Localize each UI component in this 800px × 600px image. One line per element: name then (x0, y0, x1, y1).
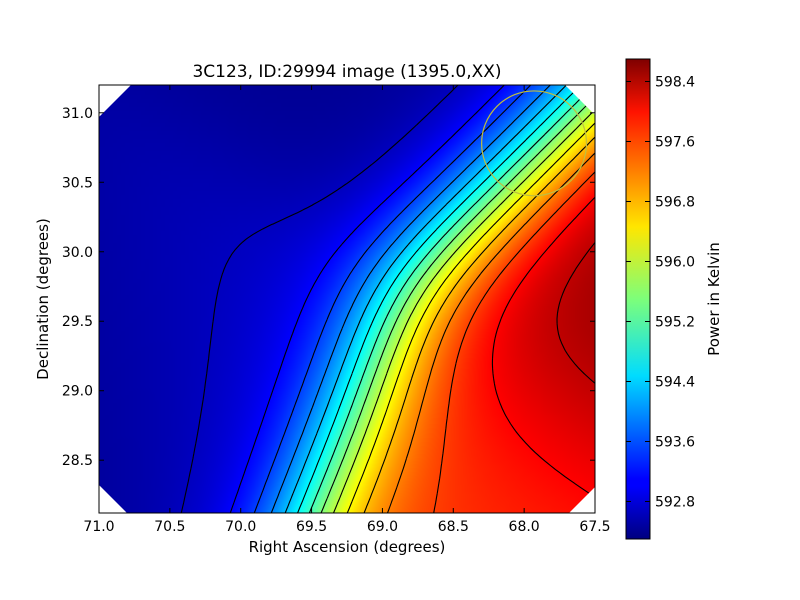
colorbar-tick-label: 597.6 (655, 135, 695, 151)
contour-lines (180, 85, 595, 513)
x-tick-label: 68.0 (509, 519, 540, 535)
colorbar-tick-label: 594.4 (655, 375, 695, 391)
colorbar-ticks: 592.8 593.6 594.4 595.2 596.0 596.8 597.6 598.4 (626, 75, 695, 511)
x-tick-label: 69.5 (296, 519, 327, 535)
colorbar-tick-label: 596.8 (655, 195, 695, 211)
colorbar (625, 58, 651, 540)
y-axis-label: Declination (degrees) (34, 218, 52, 380)
y-tick-label: 29.5 (62, 314, 93, 330)
plot-corner-mask (99, 485, 127, 513)
y-tick-label: 28.5 (62, 453, 93, 469)
x-tick-label: 70.0 (225, 519, 256, 535)
x-axis: 71.0 70.5 70.0 69.5 69.0 68.5 68.0 67.5 (83, 85, 611, 535)
colorbar-tick-label: 598.4 (655, 75, 695, 91)
colorbar-tick-label: 595.2 (655, 315, 695, 331)
y-tick-label: 30.0 (62, 245, 93, 261)
plot-area (99, 85, 595, 513)
contour-line (386, 152, 595, 513)
contour-line (556, 242, 595, 384)
contour-line (284, 85, 567, 513)
plot-corner-mask (565, 85, 595, 115)
contour-line (346, 122, 595, 513)
colorbar-tick-label: 592.8 (655, 495, 695, 511)
beam-circle (481, 90, 588, 197)
contour-line (363, 136, 595, 513)
x-tick-label: 71.0 (83, 519, 114, 535)
x-tick-label: 67.5 (579, 519, 610, 535)
plot-corner-mask (99, 85, 131, 117)
contour-line (229, 85, 505, 513)
plot-frame (98, 84, 596, 514)
heatmap-image (99, 85, 595, 513)
y-axis: 28.5 29.0 29.5 30.0 30.5 31.0 (62, 106, 595, 469)
y-tick-label: 31.0 (62, 106, 93, 122)
x-axis-label: Right Ascension (degrees) (249, 538, 446, 556)
contour-line (433, 171, 595, 513)
colorbar-tick-label: 593.6 (655, 435, 695, 451)
x-tick-label: 68.5 (438, 519, 469, 535)
contour-line (491, 196, 595, 498)
contour-line (270, 85, 551, 513)
contour-line (253, 85, 532, 513)
y-tick-label: 29.0 (62, 384, 93, 400)
plot-corner-mask (569, 487, 595, 513)
contour-line (180, 85, 459, 513)
x-tick-label: 69.0 (367, 519, 398, 535)
colorbar-label: Power in Kelvin (705, 242, 723, 356)
chart-title: 3C123, ID:29994 image (1395.0,XX) (192, 62, 501, 82)
colorbar-tick-label: 596.0 (655, 255, 695, 271)
x-tick-label: 70.5 (154, 519, 185, 535)
y-tick-label: 30.5 (62, 175, 93, 191)
